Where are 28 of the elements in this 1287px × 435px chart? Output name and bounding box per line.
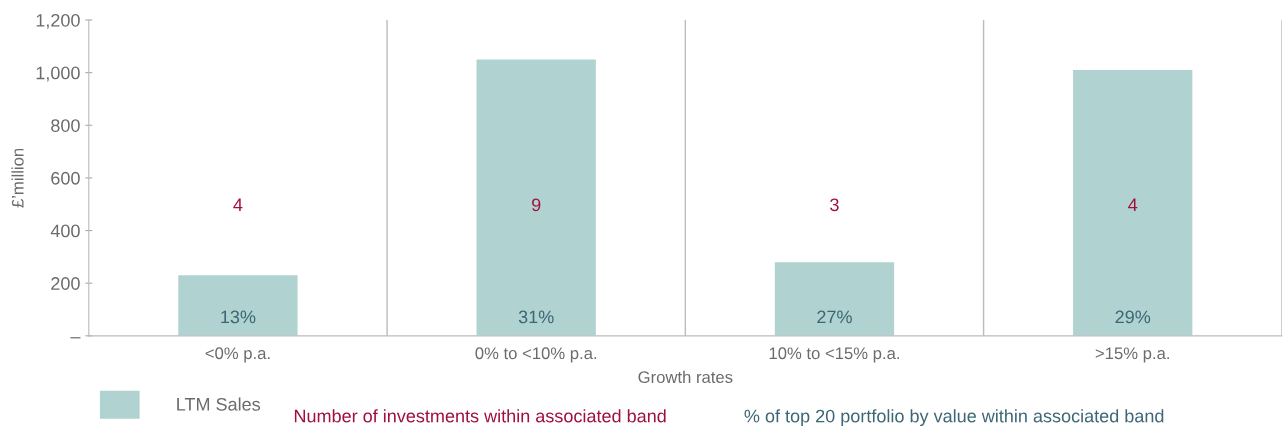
bar <box>774 262 895 336</box>
y-tick-label: 200 <box>51 277 80 290</box>
x-tick-label: 0% to <10% p.a. <box>475 347 597 363</box>
legend-label: LTM Sales <box>177 397 261 411</box>
annotation: 4 <box>1128 198 1138 212</box>
annotation: 27% <box>817 310 852 324</box>
bar <box>178 275 298 336</box>
y-tick-label: – <box>70 337 81 339</box>
x-tick-label: 10% to <15% p.a. <box>769 347 899 363</box>
y-axis-title: £’million <box>11 148 24 208</box>
y-tick-label: 1,200 <box>36 13 80 29</box>
y-tick-label: 800 <box>51 119 80 132</box>
x-axis-title: Growth rates <box>638 370 733 384</box>
text: Number of investments within associated band <box>294 409 666 423</box>
annotation: 31% <box>518 310 554 324</box>
y-tick-label: 1,000 <box>36 66 80 82</box>
text: % of top 20 portfolio by value within associated band <box>744 409 1164 427</box>
annotation: 9 <box>532 198 541 212</box>
x-tick-label: >15% p.a. <box>1095 347 1169 363</box>
bar <box>476 59 596 336</box>
annotation: 13% <box>221 310 256 324</box>
y-tick-label: 600 <box>51 171 80 185</box>
x-tick-label: <0% p.a. <box>205 347 270 363</box>
bar <box>1073 70 1193 336</box>
annotation: 4 <box>233 198 243 212</box>
annotation: 29% <box>1115 310 1151 324</box>
y-tick-label: 400 <box>50 224 80 238</box>
annotation: 3 <box>830 198 839 212</box>
